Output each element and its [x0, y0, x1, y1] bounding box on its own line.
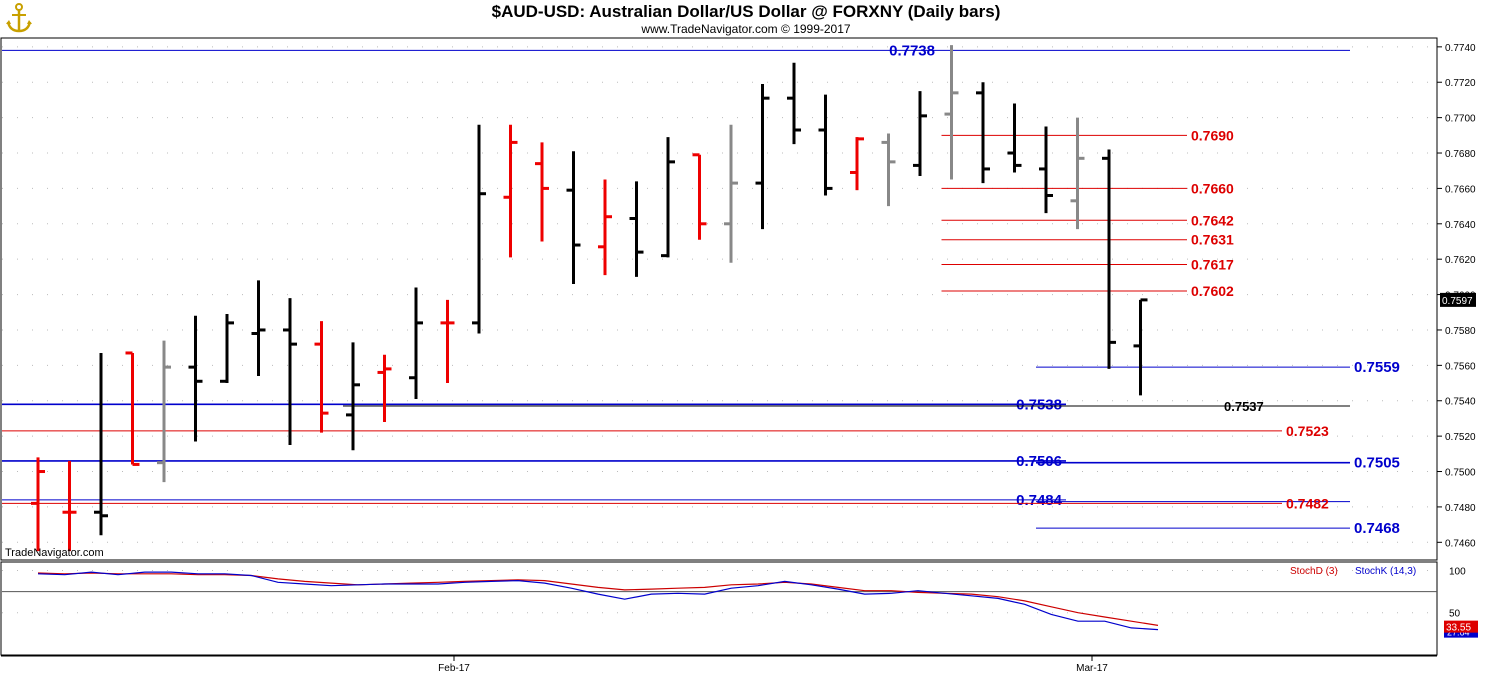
ohlc-bar [1007, 103, 1022, 173]
ohlc-bar [850, 137, 864, 191]
stoch-y-label: 100 [1449, 566, 1466, 577]
anchor-logo-icon[interactable] [4, 2, 34, 34]
ohlc-bar [409, 287, 423, 399]
ohlc-bar [881, 133, 896, 207]
ohlc-bar [94, 352, 108, 536]
chart-header: $AUD-USD: Australian Dollar/US Dollar @ … [0, 0, 1492, 38]
stochd-last-tag [1444, 620, 1478, 633]
y-tick-label: 0.7540 [1445, 397, 1476, 408]
y-tick-label: 0.7620 [1445, 255, 1476, 266]
y-tick-label: 0.7460 [1445, 538, 1476, 549]
ohlc-bar [913, 91, 927, 177]
level-label: 0.7642 [1191, 212, 1234, 228]
y-tick-label: 0.7500 [1445, 468, 1476, 479]
watermark-text: TradeNavigator.com [5, 547, 104, 559]
ohlc-bar [440, 299, 455, 384]
level-label: 0.7482 [1286, 495, 1329, 511]
chart-subtitle: www.TradeNavigator.com © 1999-2017 [641, 22, 851, 36]
price-axis: 0.7740 0.7720 0.7700 0.7680 0.7660 0.7640 0.76… [1437, 43, 1476, 549]
legend-stochd: StochD (3) [1290, 566, 1338, 577]
x-tick-label: Feb-17 [438, 663, 470, 674]
legend-stochk: StochK (14,3) [1355, 566, 1416, 577]
y-tick-label: 0.7680 [1445, 149, 1476, 160]
last-price-label: 0.7597 [1442, 296, 1473, 307]
ohlc-bar [755, 84, 770, 230]
level-label: 0.7506 [1016, 453, 1062, 470]
ohlc-bar [283, 298, 297, 445]
stochd-last-value: 33.55 [1446, 623, 1471, 634]
ohlc-bar [724, 124, 738, 263]
stoch-series-line [37, 572, 1159, 626]
ohlc-bar [1102, 149, 1116, 369]
ohlc-bar [220, 314, 234, 384]
ohlc-bar [692, 153, 707, 240]
level-label: 0.7559 [1354, 359, 1400, 376]
ohlc-bar [188, 315, 203, 442]
ohlc-bar [251, 280, 266, 376]
ohlc-bar [314, 321, 329, 433]
level-label: 0.7538 [1016, 396, 1062, 413]
ohlc-bar [787, 62, 801, 145]
ohlc-bar [598, 179, 612, 276]
y-tick-label: 0.7700 [1445, 114, 1476, 125]
y-tick-label: 0.7640 [1445, 220, 1476, 231]
price-bars [31, 45, 1148, 552]
ohlc-bar [377, 354, 392, 422]
level-label: 0.7660 [1191, 180, 1234, 196]
level-label: 0.7631 [1191, 232, 1234, 248]
level-label: 0.7468 [1354, 520, 1400, 537]
ohlc-bar [944, 45, 959, 180]
stoch-series-line [37, 571, 1159, 631]
stoch-panel-frame [0, 561, 1438, 656]
ohlc-bar [472, 124, 486, 334]
y-tick-label: 0.7660 [1445, 184, 1476, 195]
ohlc-bar [976, 82, 990, 184]
ohlc-bar [1039, 126, 1053, 214]
y-tick-label: 0.7580 [1445, 326, 1476, 337]
ohlc-bar [31, 457, 45, 552]
ohlc-bar [125, 351, 140, 466]
ohlc-bar [818, 94, 833, 196]
y-tick-label: 0.7720 [1445, 78, 1476, 89]
ohlc-bar [661, 137, 675, 258]
chart-title: $AUD-USD: Australian Dollar/US Dollar @ … [491, 2, 1001, 21]
ohlc-bar [346, 342, 360, 451]
ohlc-bar [62, 460, 77, 552]
level-label: 0.7690 [1191, 127, 1234, 143]
x-tick-label: Mar-17 [1076, 663, 1108, 674]
stoch-y-label: 50 [1449, 609, 1461, 620]
level-label: 0.7602 [1191, 283, 1234, 299]
y-tick-label: 0.7740 [1445, 43, 1476, 54]
last-price-tag [1440, 292, 1476, 307]
price-grid [0, 37, 1438, 656]
level-label: 0.7537 [1224, 399, 1264, 414]
x-axis: Feb-17 Mar-17 [1, 655, 1437, 674]
level-label: 0.7523 [1286, 423, 1329, 439]
price-levels: 0.7738 0.7690 0.7660 0.7642 0.7631 0.7617 0.76… [2, 42, 1400, 537]
ohlc-bar [503, 124, 518, 258]
ohlc-bar [535, 142, 549, 242]
y-tick-label: 0.7520 [1445, 432, 1476, 443]
level-label: 0.7505 [1354, 455, 1400, 472]
price-panel-frame [0, 37, 1438, 561]
level-label: 0.7738 [889, 42, 935, 59]
ohlc-bar [629, 181, 644, 277]
y-tick-label: 0.7560 [1445, 361, 1476, 372]
ohlc-bar [157, 340, 171, 483]
y-tick-label: 0.7480 [1445, 503, 1476, 514]
ohlc-bar [1133, 298, 1148, 396]
ohlc-bar [1070, 117, 1085, 230]
level-label: 0.7484 [1016, 492, 1063, 509]
level-label: 0.7617 [1191, 256, 1234, 272]
ohlc-bar [566, 151, 581, 284]
